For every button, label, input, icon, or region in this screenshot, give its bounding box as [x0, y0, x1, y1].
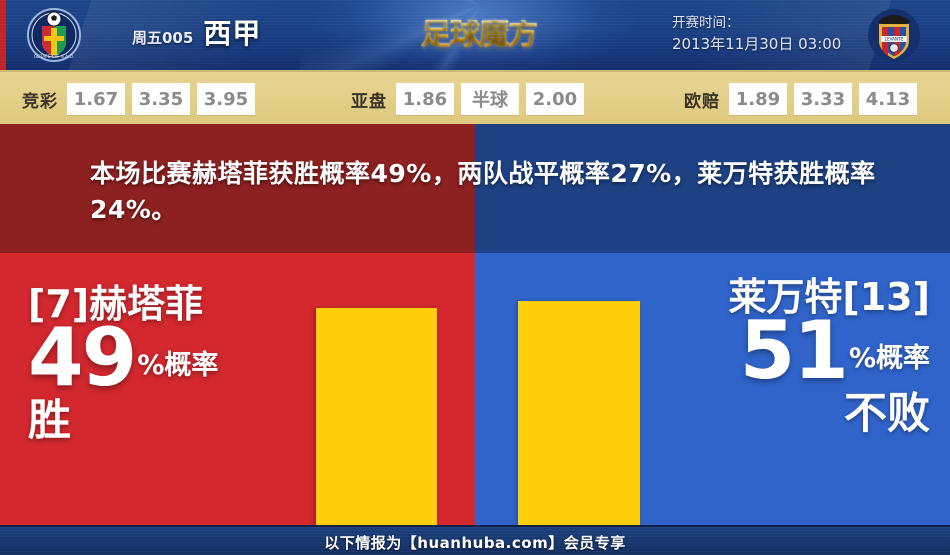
match-identifier: 周五005 西甲 [132, 12, 261, 52]
away-percent-value: 51 [739, 303, 849, 397]
footer-bar: 以下情报为【huanhuba.com】会员专享 [0, 525, 950, 555]
away-percent-unit: %概率 [848, 343, 930, 375]
brand-logo: 足球魔方 [404, 14, 554, 56]
odds-group-label: 亚盘 [351, 91, 387, 112]
footer-notice: 以下情报为【huanhuba.com】会员专享 [324, 533, 626, 552]
odds-cell-away[interactable]: 2.00 [526, 83, 584, 115]
odds-group-asian-handicap: 亚盘 1.86 半球 2.00 [351, 83, 584, 115]
odds-group-label: 欧赔 [684, 91, 720, 112]
odds-cell-handicap[interactable]: 半球 [461, 83, 519, 115]
odds-cell-home[interactable]: 1.67 [67, 83, 125, 115]
odds-cell-home[interactable]: 1.86 [396, 83, 454, 115]
kickoff-value: 2013年11月30日 03:00 [672, 35, 842, 54]
away-team-stat-block: 莱万特[13] 51 %概率 不败 [640, 275, 930, 440]
away-team-crest-icon: LEVANTE [868, 9, 920, 61]
header-accent-stripe [0, 0, 6, 70]
kickoff-time-block: 开赛时间： 2013年11月30日 03:00 [672, 13, 841, 56]
home-percent-value: 49 [28, 310, 137, 404]
home-team-stat-block: [7]赫塔菲 49 %概率 胜 [28, 282, 219, 447]
away-percent-row: 51 %概率 [640, 303, 930, 397]
odds-cell-home[interactable]: 1.89 [729, 83, 787, 115]
home-percent-unit: %概率 [137, 350, 219, 382]
odds-cell-draw[interactable]: 3.35 [132, 83, 190, 115]
home-probability-bar [316, 308, 437, 525]
header-scanlines [0, 0, 950, 70]
odds-group-european: 欧赔 1.89 3.33 4.13 [684, 83, 917, 115]
brand-logo-text: 足球魔方 [421, 17, 538, 52]
home-percent-row: 49 %概率 [28, 310, 219, 404]
home-team-crest-icon: GETAFE C.F. S.A.D. [27, 8, 81, 62]
home-team-name: [7]赫塔菲 [28, 282, 204, 326]
odds-group-label: 竞彩 [22, 91, 58, 112]
match-summary-text: 本场比赛赫塔菲获胜概率49%，两队战平概率27%，莱万特获胜概率24%。 [90, 159, 876, 224]
match-header: GETAFE C.F. S.A.D. 周五005 西甲 足球魔方 开赛时间： 2… [0, 0, 950, 70]
league-name: 西甲 [203, 17, 262, 50]
kickoff-label: 开赛时间： [672, 15, 740, 31]
svg-text:LEVANTE: LEVANTE [885, 37, 904, 42]
odds-cell-away[interactable]: 3.95 [197, 83, 255, 115]
home-outcome-label: 胜 [28, 396, 71, 447]
odds-bar: 竞彩 1.67 3.35 3.95 亚盘 1.86 半球 2.00 欧赔 1.8… [0, 70, 950, 126]
odds-cell-draw[interactable]: 3.33 [794, 83, 852, 115]
odds-cell-away[interactable]: 4.13 [859, 83, 917, 115]
away-summary-band [475, 124, 950, 253]
odds-group-jingcai: 竞彩 1.67 3.35 3.95 [22, 83, 255, 115]
away-team-name: 莱万特[13] [728, 275, 930, 319]
away-probability-bar [518, 301, 640, 525]
home-summary-band [0, 124, 475, 253]
round-number: 周五005 [132, 29, 194, 47]
away-outcome-label: 不败 [844, 389, 930, 440]
svg-text:GETAFE C.F. S.A.D.: GETAFE C.F. S.A.D. [34, 54, 75, 60]
